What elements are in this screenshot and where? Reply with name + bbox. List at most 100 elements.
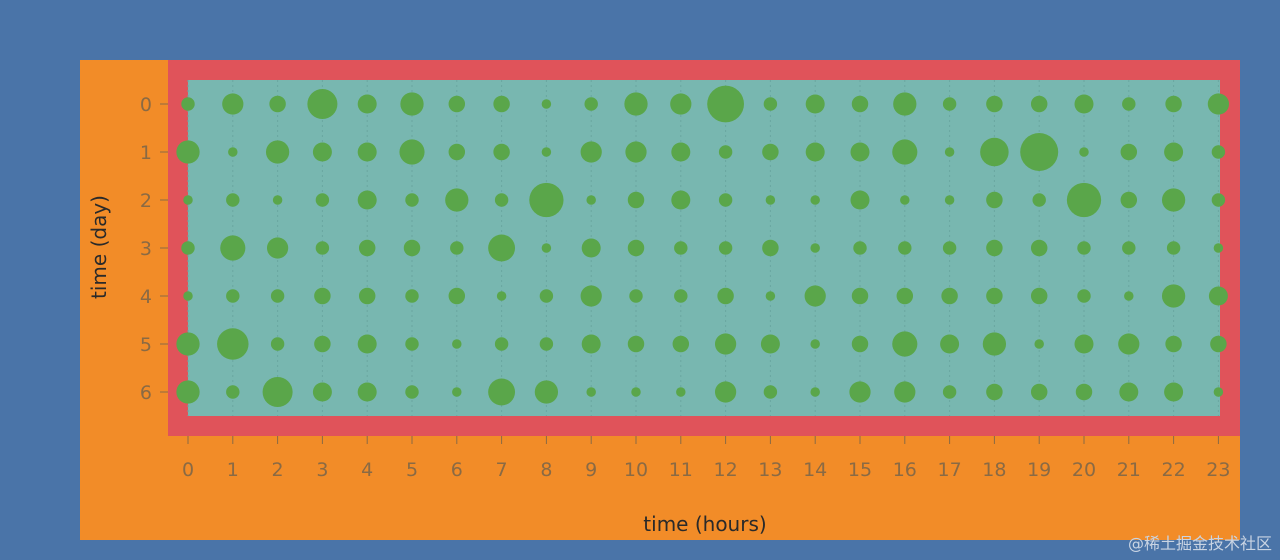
data-bubble	[676, 387, 686, 397]
watermark-text: @稀土掘金技术社区	[1128, 534, 1272, 553]
data-bubble	[1122, 241, 1136, 255]
data-bubble	[986, 191, 1003, 209]
data-bubble	[1124, 291, 1134, 301]
data-bubble	[1077, 241, 1091, 255]
data-bubble	[1166, 241, 1181, 255]
data-bubble	[627, 239, 645, 257]
data-bubble	[851, 287, 869, 305]
data-bubble	[763, 385, 778, 399]
data-bubble	[357, 334, 377, 354]
x-tick-label: 3	[316, 459, 328, 481]
data-bubble	[850, 190, 870, 210]
data-bubble	[714, 333, 737, 355]
data-bubble	[1210, 335, 1227, 353]
data-bubble	[1077, 289, 1091, 303]
data-bubble	[849, 381, 871, 403]
data-bubble	[399, 139, 425, 165]
x-tick-label: 15	[848, 459, 872, 481]
data-bubble	[228, 147, 238, 157]
data-bubble	[488, 378, 516, 406]
data-bubble	[539, 289, 554, 303]
data-bubble	[851, 95, 869, 113]
x-tick-label: 2	[272, 459, 284, 481]
data-bubble	[448, 95, 466, 113]
x-tick-label: 22	[1162, 459, 1186, 481]
data-bubble	[488, 234, 516, 262]
y-tick-label: 4	[140, 286, 152, 308]
data-bubble	[270, 337, 285, 351]
data-bubble	[629, 289, 643, 303]
x-tick-label: 20	[1072, 459, 1096, 481]
x-tick-label: 16	[893, 459, 917, 481]
data-bubble	[942, 385, 957, 399]
data-bubble	[220, 235, 246, 261]
data-bubble	[896, 287, 914, 305]
x-tick-label: 10	[624, 459, 648, 481]
x-tick-label: 12	[714, 459, 738, 481]
data-bubble	[893, 92, 917, 116]
data-bubble	[718, 145, 733, 159]
x-tick-label: 1	[227, 459, 239, 481]
x-tick-label: 0	[182, 459, 194, 481]
data-bubble	[450, 241, 464, 255]
data-bubble	[805, 142, 825, 162]
data-bubble	[1079, 147, 1089, 157]
x-axis-ticks: 0 1 2 3 4 5 6 7 8 9 10 11 12 13 14 15 16 17 18 19 20 21 22 23	[182, 436, 1230, 481]
data-bubble	[315, 193, 330, 207]
data-bubble	[581, 334, 601, 354]
data-bubble	[183, 291, 193, 301]
data-bubble	[625, 141, 647, 163]
x-tick-label: 5	[406, 459, 418, 481]
x-tick-label: 4	[361, 459, 373, 481]
data-bubble	[763, 97, 778, 111]
data-bubble	[226, 193, 240, 207]
data-bubble	[452, 387, 462, 397]
x-tick-label: 18	[982, 459, 1006, 481]
x-grid-lines	[187, 80, 1219, 416]
x-tick-label: 13	[758, 459, 782, 481]
data-bubble	[714, 381, 737, 403]
data-bubble	[707, 85, 744, 123]
data-bubble	[541, 99, 552, 109]
data-bubble	[1034, 339, 1044, 349]
data-bubble	[718, 193, 733, 207]
data-bubble	[1074, 94, 1094, 114]
data-bubble	[765, 291, 776, 301]
data-bubble	[357, 94, 377, 114]
data-bubble	[624, 92, 648, 116]
data-bubble	[942, 97, 957, 111]
data-bubble	[266, 237, 289, 259]
data-bubble	[226, 385, 240, 399]
data-bubble	[986, 287, 1003, 305]
y-tick-label: 6	[140, 382, 152, 404]
y-tick-label: 2	[140, 190, 152, 212]
data-bubble	[1120, 191, 1138, 209]
x-tick-label: 11	[669, 459, 693, 481]
data-bubble	[671, 142, 691, 162]
data-bubble	[534, 380, 559, 404]
data-bubble	[672, 335, 690, 353]
data-bubble	[269, 95, 286, 113]
data-bubble	[1075, 383, 1093, 401]
data-bubble	[627, 191, 645, 209]
data-bubble	[1030, 287, 1048, 305]
data-bubble	[1164, 142, 1184, 162]
data-bubble	[1122, 97, 1136, 111]
x-tick-label: 9	[585, 459, 597, 481]
data-bubble	[1066, 182, 1102, 218]
data-bubble	[307, 88, 338, 120]
data-bubble	[892, 139, 918, 165]
plot-area	[188, 80, 1220, 416]
data-bubble	[674, 289, 688, 303]
data-bubble	[986, 383, 1003, 401]
data-bubble	[986, 95, 1003, 113]
data-bubble	[541, 147, 552, 157]
data-bubble	[670, 93, 692, 115]
data-bubble	[1213, 243, 1224, 253]
data-bubble	[496, 291, 507, 301]
data-bubble	[493, 143, 510, 161]
data-bubble	[581, 238, 601, 258]
data-bubble	[452, 339, 462, 349]
data-bubble	[176, 332, 200, 356]
